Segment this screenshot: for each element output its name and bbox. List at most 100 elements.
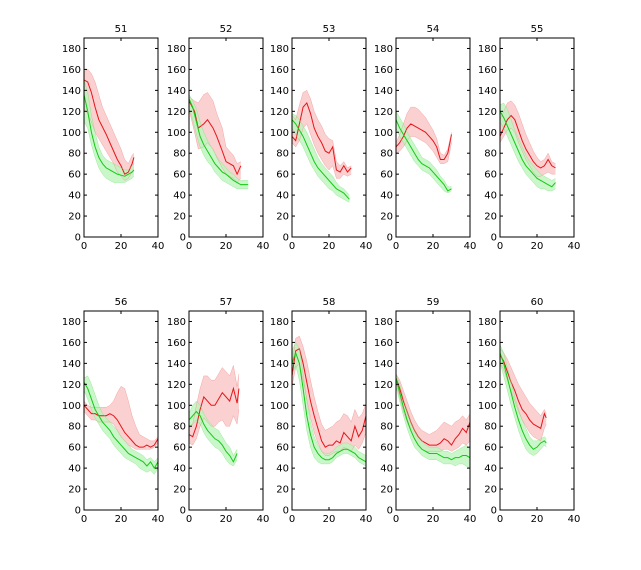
- red-band-edge: [291, 335, 367, 431]
- green-series-line: [499, 352, 547, 450]
- y-tick-label: 100: [62, 401, 81, 412]
- y-tick-label: 60: [68, 443, 81, 454]
- green-series-line: [291, 119, 350, 200]
- green-series-line: [83, 94, 135, 177]
- y-tick-label: 100: [374, 128, 393, 139]
- subplot-51: 51 0 20 40 60 80 100 120 140 160 180 0 20 40: [62, 24, 164, 252]
- green-confidence-band: [189, 94, 249, 189]
- green-band-edge: [83, 390, 159, 475]
- red-band-edge: [83, 69, 135, 165]
- y-tick-label: 120: [62, 380, 81, 391]
- y-tick-label: 120: [478, 107, 497, 118]
- y-tick-label: 140: [167, 359, 186, 370]
- y-tick-label: 180: [62, 44, 81, 55]
- y-tick-label: 0: [180, 233, 186, 244]
- y-tick-label: 40: [276, 191, 289, 202]
- y-tick-label: 80: [484, 149, 497, 160]
- subplot-58: 58 0 20 40 60 80 100 120 140 160 180 0 20 40: [270, 297, 372, 525]
- x-tick-label: 40: [360, 241, 373, 252]
- y-tick-label: 160: [167, 338, 186, 349]
- green-series-line: [395, 119, 452, 192]
- y-tick-label: 80: [380, 149, 393, 160]
- subplot-title: 51: [115, 24, 128, 35]
- y-tick-label: 180: [167, 317, 186, 328]
- subplot-52: 52 0 20 40 60 80 100 120 140 160 180 0 20 40: [167, 24, 269, 252]
- y-tick-label: 60: [68, 170, 81, 181]
- green-confidence-band: [292, 113, 350, 203]
- x-tick-label: 20: [220, 514, 233, 525]
- y-tick-label: 140: [478, 359, 497, 370]
- x-tick-label: 0: [393, 241, 399, 252]
- green-series-line: [291, 351, 367, 463]
- red-band-edge: [395, 136, 452, 164]
- x-tick-label: 40: [464, 241, 477, 252]
- x-tick-label: 0: [393, 514, 399, 525]
- y-tick-label: 80: [173, 422, 186, 433]
- green-series-line: [83, 381, 159, 470]
- green-band-edge: [291, 127, 350, 203]
- green-series-line: [188, 98, 249, 186]
- y-tick-label: 0: [387, 506, 393, 517]
- red-band-edge: [499, 348, 547, 417]
- red-confidence-band: [292, 336, 366, 456]
- y-tick-label: 100: [478, 128, 497, 139]
- y-tick-label: 80: [68, 422, 81, 433]
- y-tick-label: 60: [380, 443, 393, 454]
- x-tick-label: 40: [464, 514, 477, 525]
- y-tick-label: 160: [62, 338, 81, 349]
- subplot-title: 57: [220, 297, 233, 308]
- y-tick-label: 20: [484, 212, 497, 223]
- y-tick-label: 100: [478, 401, 497, 412]
- y-tick-label: 40: [68, 464, 81, 475]
- y-tick-label: 160: [62, 65, 81, 76]
- y-tick-label: 140: [62, 86, 81, 97]
- y-tick-label: 60: [173, 443, 186, 454]
- y-tick-label: 60: [484, 443, 497, 454]
- y-tick-label: 0: [283, 233, 289, 244]
- y-tick-label: 140: [478, 86, 497, 97]
- x-tick-label: 40: [152, 514, 165, 525]
- red-band-edge: [291, 362, 367, 456]
- y-tick-label: 0: [491, 506, 497, 517]
- y-tick-label: 40: [380, 464, 393, 475]
- green-band-edge: [291, 341, 367, 456]
- y-tick-label: 40: [484, 191, 497, 202]
- red-series-line: [83, 79, 135, 175]
- y-tick-label: 0: [387, 233, 393, 244]
- subplot-title: 54: [427, 24, 440, 35]
- y-tick-label: 20: [380, 212, 393, 223]
- red-confidence-band: [84, 386, 158, 450]
- x-tick-label: 20: [531, 514, 544, 525]
- subplot-59: 59 0 20 40 60 80 100 120 140 160 180 0 20 40: [374, 297, 476, 525]
- y-tick-label: 160: [374, 65, 393, 76]
- subplot-title: 56: [115, 297, 128, 308]
- y-tick-label: 120: [270, 107, 289, 118]
- y-tick-label: 180: [62, 317, 81, 328]
- y-tick-label: 120: [62, 107, 81, 118]
- y-tick-label: 160: [167, 65, 186, 76]
- y-tick-label: 40: [484, 464, 497, 475]
- y-tick-label: 20: [173, 212, 186, 223]
- x-tick-label: 40: [360, 514, 373, 525]
- red-series-line: [83, 404, 159, 448]
- y-tick-label: 160: [270, 338, 289, 349]
- green-confidence-band: [84, 375, 158, 475]
- subplot-title: 58: [323, 297, 336, 308]
- red-series-line: [499, 354, 547, 430]
- y-tick-label: 20: [68, 212, 81, 223]
- subplot-title: 60: [531, 297, 544, 308]
- y-tick-label: 60: [173, 170, 186, 181]
- y-tick-label: 40: [68, 191, 81, 202]
- x-tick-label: 20: [220, 241, 233, 252]
- x-tick-label: 0: [289, 514, 295, 525]
- red-series-line: [395, 123, 452, 160]
- y-tick-label: 20: [173, 485, 186, 496]
- subplot-57: 57 0 20 40 60 80 100 120 140 160 180 0 20 40: [167, 297, 269, 525]
- y-tick-label: 40: [380, 191, 393, 202]
- y-tick-label: 120: [478, 380, 497, 391]
- subplot-title: 53: [323, 24, 336, 35]
- y-tick-label: 0: [283, 506, 289, 517]
- y-tick-label: 100: [374, 401, 393, 412]
- x-tick-label: 20: [115, 514, 128, 525]
- axes-frame: [499, 310, 575, 511]
